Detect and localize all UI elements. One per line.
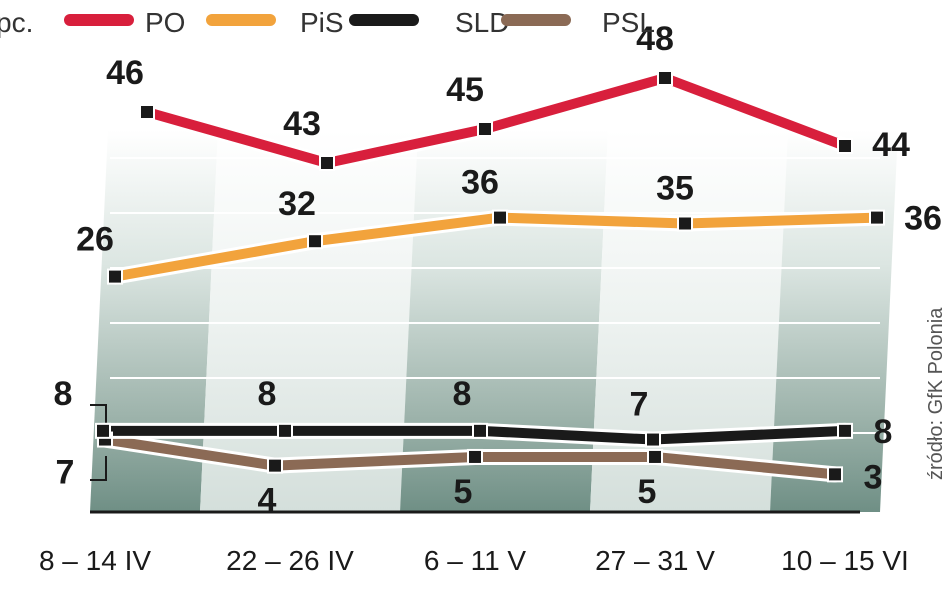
value-label-po: 43 bbox=[283, 105, 321, 143]
legend: pc. PO PiS SLD PSL bbox=[0, 7, 655, 38]
value-label-psl: 5 bbox=[454, 473, 473, 511]
legend-label-sld: SLD bbox=[455, 7, 509, 38]
value-label-sld: 8 bbox=[453, 375, 472, 413]
data-point-po bbox=[319, 155, 335, 171]
bracket-bottom bbox=[90, 456, 107, 481]
source-credit: źródło: GfK Polonia bbox=[925, 307, 947, 480]
legend-label-pis: PiS bbox=[300, 7, 344, 38]
data-point-po bbox=[477, 121, 493, 137]
data-point-sld bbox=[277, 422, 293, 439]
background-band bbox=[770, 130, 898, 512]
data-point-pis bbox=[677, 215, 693, 232]
data-point-pis bbox=[307, 233, 323, 250]
value-label-psl: 4 bbox=[258, 482, 277, 520]
data-point-sld bbox=[645, 431, 661, 448]
value-label-pis: 26 bbox=[76, 221, 114, 259]
legend-label-po: PO bbox=[145, 7, 185, 38]
value-label-po: 48 bbox=[636, 20, 674, 58]
data-point-psl bbox=[647, 448, 663, 465]
data-point-sld bbox=[472, 422, 488, 439]
value-label-sld: 8 bbox=[54, 375, 73, 413]
background-band bbox=[200, 130, 418, 512]
unit-label: pc. bbox=[0, 7, 33, 38]
x-tick-label: 6 – 11 V bbox=[424, 545, 527, 576]
data-point-po bbox=[657, 70, 673, 86]
data-point-po bbox=[837, 138, 853, 154]
data-point-pis bbox=[107, 268, 123, 285]
x-tick-label: 27 – 31 V bbox=[595, 545, 715, 576]
data-point-pis bbox=[869, 209, 885, 226]
legend-label-psl: PSL bbox=[602, 7, 655, 38]
value-label-pis: 36 bbox=[461, 164, 499, 202]
value-label-po: 44 bbox=[872, 126, 910, 164]
data-point-sld bbox=[95, 422, 111, 439]
x-tick-label: 22 – 26 IV bbox=[226, 545, 354, 576]
data-point-po bbox=[139, 104, 155, 120]
value-label-sld: 8 bbox=[874, 413, 893, 451]
x-axis-ticks: 8 – 14 IV 22 – 26 IV 6 – 11 V 27 – 31 V 10 –… bbox=[39, 545, 909, 576]
value-label-pis: 32 bbox=[278, 185, 316, 223]
value-label-psl: 7 bbox=[56, 454, 75, 492]
data-point-psl bbox=[827, 466, 843, 483]
value-label-psl: 5 bbox=[638, 473, 657, 511]
data-point-pis bbox=[492, 209, 508, 226]
value-label-po: 46 bbox=[106, 54, 144, 92]
series-markers bbox=[95, 70, 885, 483]
value-label-po: 45 bbox=[446, 71, 484, 109]
data-point-sld bbox=[837, 422, 853, 439]
value-label-sld: 8 bbox=[258, 375, 277, 413]
value-label-pis: 35 bbox=[656, 170, 694, 208]
data-point-psl bbox=[267, 457, 283, 474]
x-tick-label: 8 – 14 IV bbox=[39, 545, 151, 576]
value-label-pis: 36 bbox=[904, 200, 942, 238]
data-point-psl bbox=[467, 448, 483, 465]
x-tick-label: 10 – 15 VI bbox=[781, 545, 909, 576]
background-band bbox=[90, 130, 218, 512]
value-label-sld: 7 bbox=[630, 386, 649, 424]
value-label-psl: 3 bbox=[864, 458, 883, 496]
